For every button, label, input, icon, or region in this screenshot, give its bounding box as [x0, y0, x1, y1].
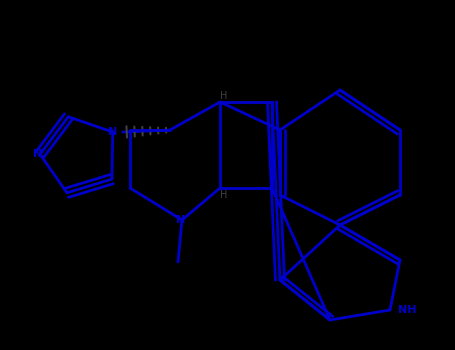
Text: N: N: [108, 127, 117, 137]
Text: N: N: [33, 149, 43, 159]
Text: NH: NH: [398, 305, 416, 315]
Text: H: H: [220, 91, 228, 101]
Text: N: N: [177, 215, 186, 225]
Text: H: H: [220, 190, 228, 200]
